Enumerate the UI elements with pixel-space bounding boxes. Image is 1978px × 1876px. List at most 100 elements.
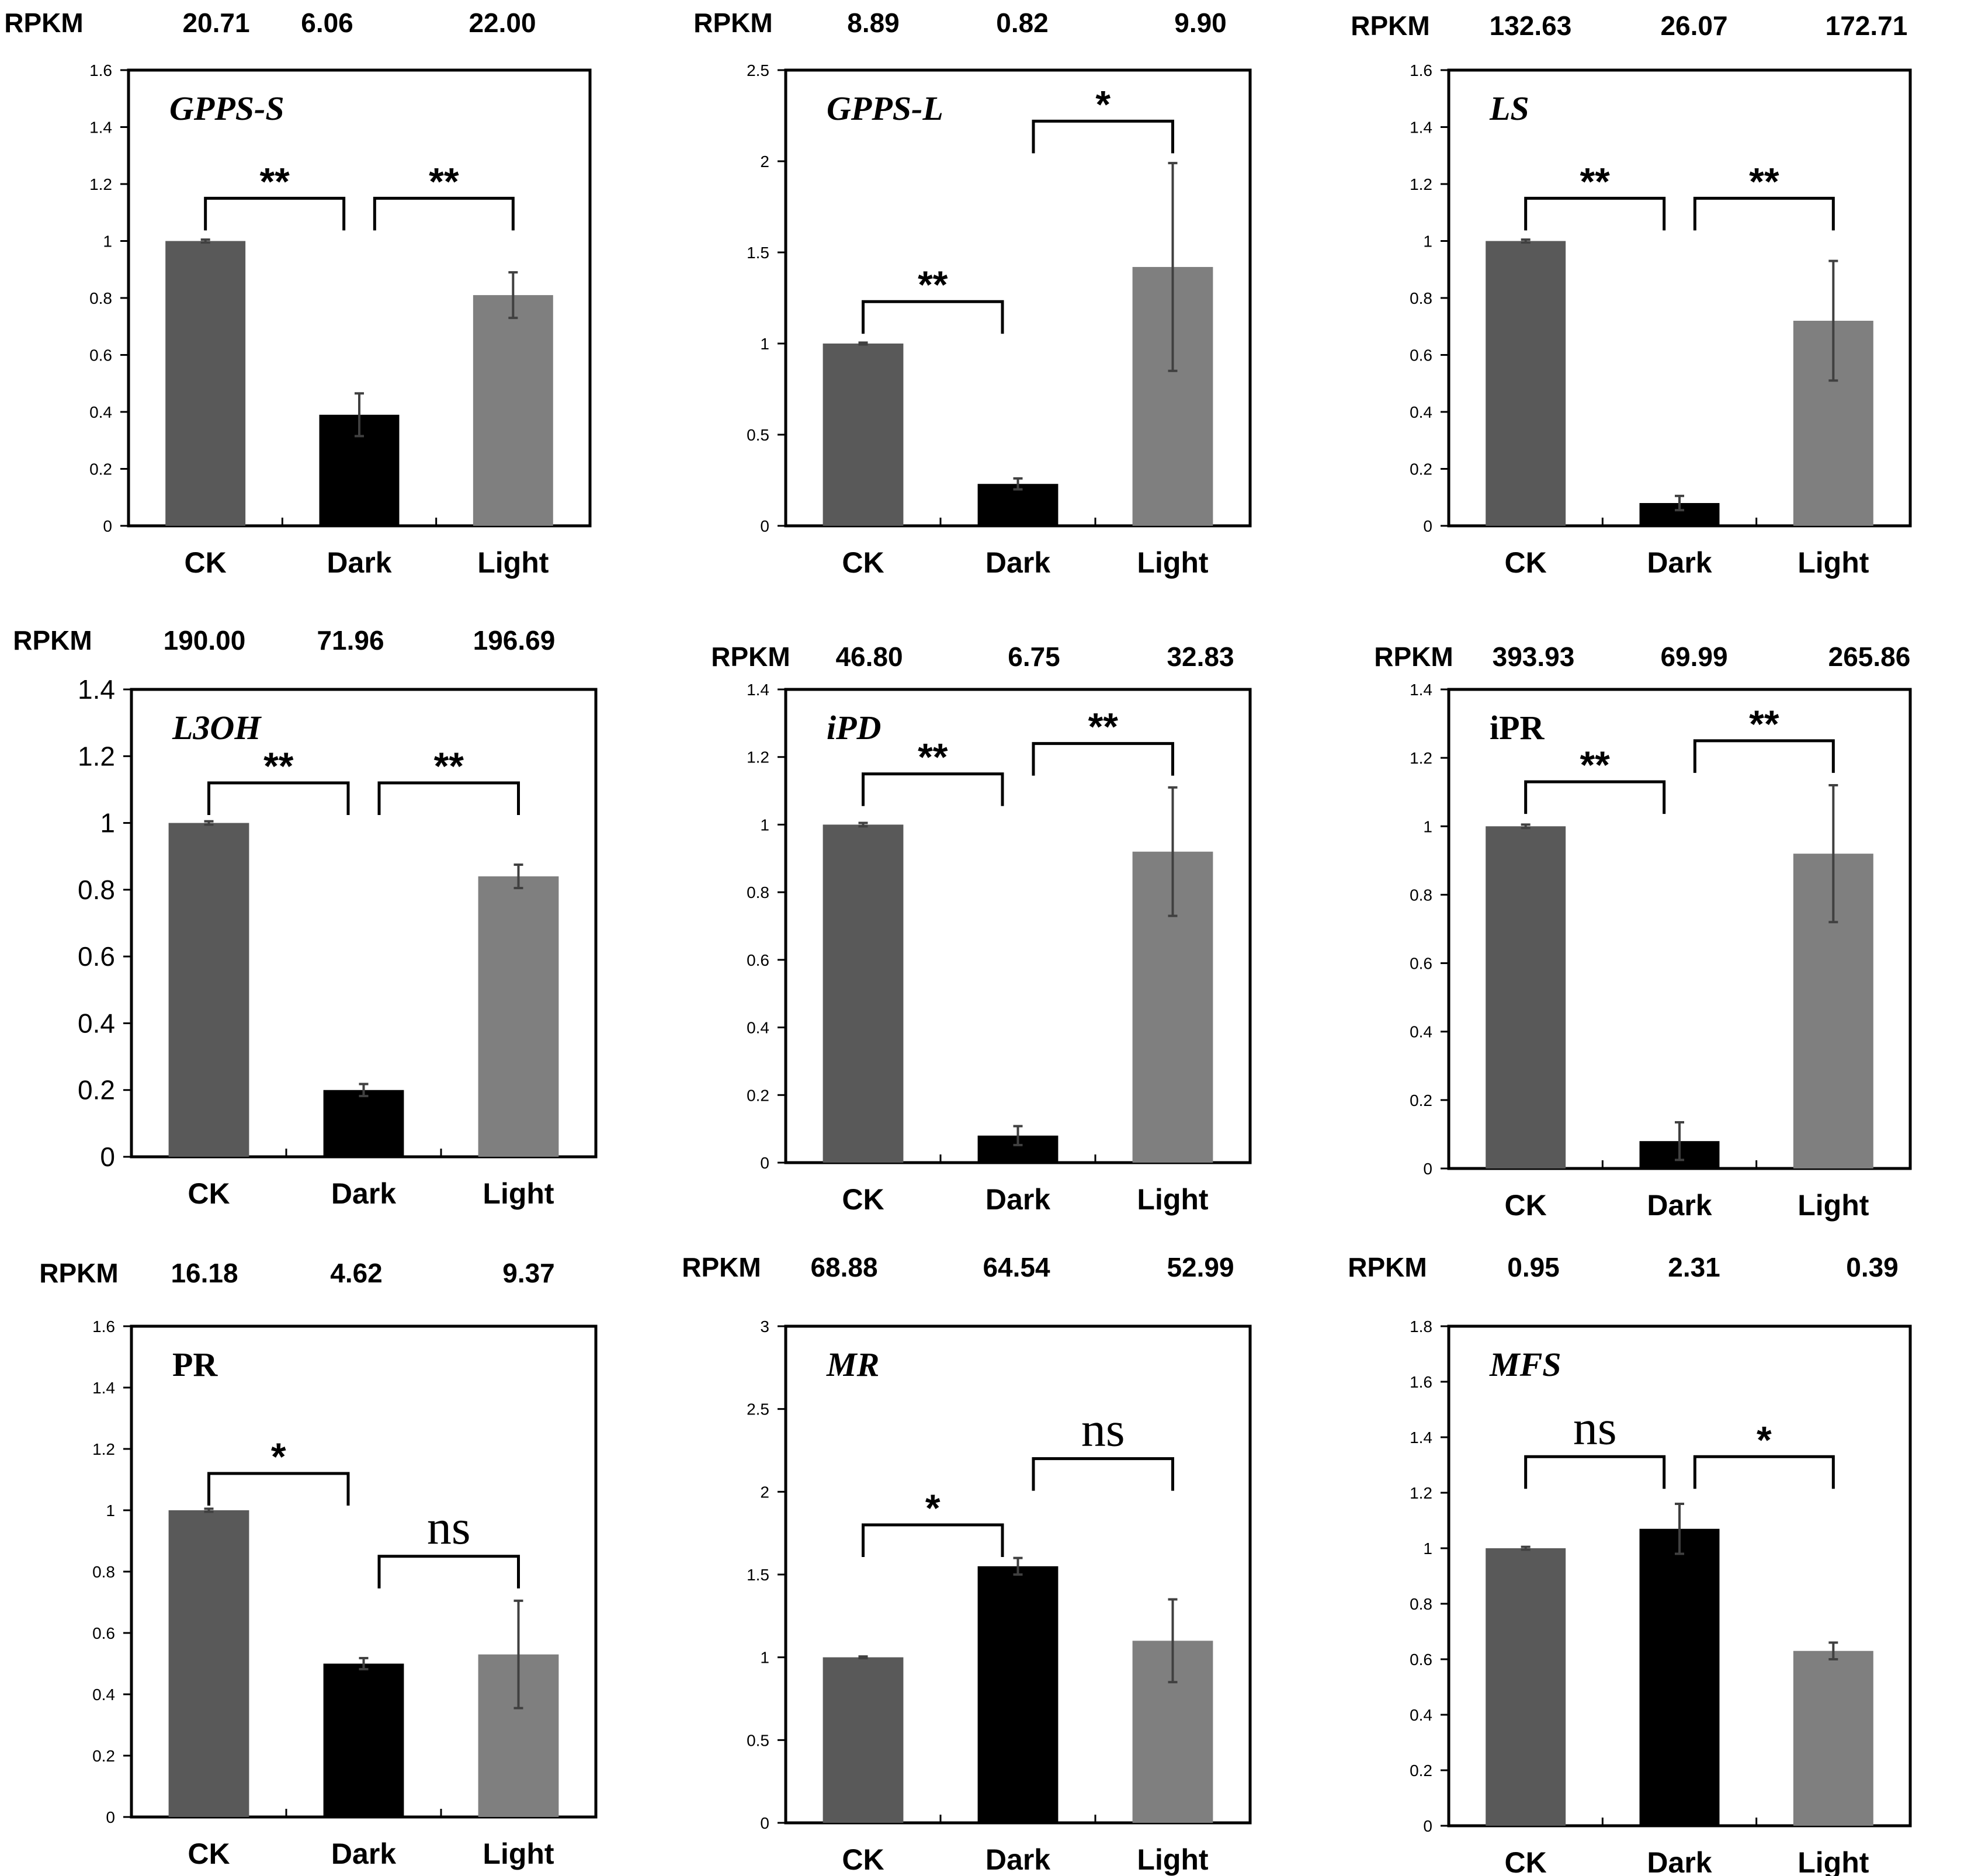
significance-label: * [271,1435,286,1478]
y-tick-label: 1.4 [89,119,112,137]
significance-label: ** [1580,159,1610,203]
significance-label: ** [1749,159,1779,203]
y-tick-label: 1.5 [747,1566,769,1584]
chart-panel-gpps-l: RPKM 8.89 0.82 9.90 0 0.5 1 1.5 2 2.5 CK Dark Light G… [693,8,1252,579]
gene-name: GPPS-L [827,89,943,127]
rpkm-value-light: 0.39 [1846,1252,1899,1282]
y-tick-label: 2.5 [747,61,769,79]
category-label-light: Light [1797,1846,1869,1876]
rpkm-value-dark: 4.62 [330,1258,383,1288]
rpkm-label: RPKM [1348,1252,1427,1282]
y-tick-label: 1.2 [1410,749,1432,767]
y-tick-label: 1.4 [92,1379,115,1397]
significance-bracket [1032,1457,1174,1491]
y-tick-label: 0.8 [1410,886,1432,904]
category-label-ck: CK [188,1177,230,1210]
rpkm-label: RPKM [711,641,790,672]
significance-bracket [1524,1455,1666,1489]
y-tick-label: 2 [760,152,769,171]
gene-name: MR [826,1346,879,1383]
y-tick-label: 1 [760,335,769,353]
y-tick-label: 0.4 [89,403,112,421]
significance-bracket [1032,119,1174,154]
rpkm-value-ck: 190.00 [164,625,246,656]
category-label-ck: CK [842,546,884,579]
bar-ck [823,824,904,1163]
chart-panel-mr: RPKM 68.88 64.54 52.99 0 0.5 1 1.5 2 2.5 3 CK Dark Li… [682,1252,1252,1876]
rpkm-value-light: 196.69 [473,625,556,656]
rpkm-value-light: 52.99 [1167,1252,1234,1282]
rpkm-label: RPKM [693,8,772,38]
y-tick-label: 0.6 [78,941,115,972]
rpkm-value-dark: 2.31 [1668,1252,1720,1282]
gene-name: L3OH [172,709,262,747]
category-label-dark: Dark [327,546,391,579]
category-label-dark: Dark [985,1183,1050,1216]
rpkm-value-ck: 8.89 [847,8,900,38]
bar-dark [977,484,1059,526]
significance-bracket [1032,742,1174,776]
significance-label: ** [1749,702,1779,745]
rpkm-value-light: 265.86 [1828,641,1911,672]
y-tick-label: 0 [760,1814,769,1832]
significance-bracket [1693,1455,1835,1489]
bar-dark [323,1663,404,1817]
y-tick-label: 0.8 [1410,289,1432,307]
y-tick-label: 1.6 [1410,61,1432,79]
y-tick-label: 0.4 [1410,403,1432,421]
y-tick-label: 0.4 [747,1019,769,1037]
y-tick-label: 1 [760,816,769,834]
y-tick-label: 0 [1423,517,1432,535]
gene-name: iPR [1490,709,1545,747]
y-tick-label: 0 [106,1808,115,1826]
y-tick-label: 0 [100,1142,115,1172]
category-label-light: Light [483,1837,554,1870]
significance-bracket [373,196,515,231]
category-label-light: Light [1137,546,1209,579]
y-tick-label: 0.6 [1410,346,1432,365]
y-tick-label: 0.2 [92,1747,115,1765]
category-label-ck: CK [1505,1846,1547,1876]
y-tick-label: 1.6 [89,61,112,79]
significance-label: * [1757,1418,1772,1461]
y-tick-label: 0.8 [1410,1595,1432,1613]
category-label-dark: Dark [1647,1189,1712,1222]
gene-name: iPD [827,709,881,747]
rpkm-value-dark: 0.82 [996,8,1049,38]
y-tick-label: 1 [100,808,115,838]
rpkm-value-light: 9.37 [502,1258,555,1288]
y-tick-label: 0.6 [92,1624,115,1642]
rpkm-label: RPKM [39,1258,118,1288]
significance-label: ns [1081,1403,1125,1457]
rpkm-value-dark: 69.99 [1660,641,1727,672]
category-label-dark: Dark [331,1177,396,1210]
y-tick-label: 1.4 [1410,1428,1432,1447]
category-label-dark: Dark [985,1843,1050,1876]
significance-bracket [377,1555,520,1589]
category-label-ck: CK [842,1183,884,1216]
y-tick-label: 1.2 [747,748,769,767]
category-label-light: Light [483,1177,554,1210]
y-tick-label: 1.6 [1410,1373,1432,1391]
y-tick-label: 0.2 [747,1086,769,1104]
rpkm-value-ck: 0.95 [1507,1252,1560,1282]
y-tick-label: 0.6 [89,346,112,365]
bar-ck [168,1510,249,1817]
rpkm-value-ck: 46.80 [835,641,903,672]
y-tick-label: 0.4 [92,1686,115,1704]
gene-name: PR [172,1346,218,1383]
bar-ck [168,823,249,1157]
bar-dark [323,1090,404,1157]
significance-label: ** [1580,743,1610,786]
significance-bracket [1524,196,1666,231]
y-tick-label: 0.5 [747,426,769,444]
chart-panel-l3oh: RPKM 190.00 71.96 196.69 0 0.2 0.4 0.6 0.8 1 1.2 1.… [13,625,598,1210]
rpkm-value-dark: 26.07 [1660,11,1727,41]
y-tick-label: 0.4 [1410,1706,1432,1724]
significance-label: * [1095,82,1111,126]
y-tick-label: 0.6 [1410,1650,1432,1669]
significance-bracket [1693,739,1835,773]
category-label-ck: CK [185,546,227,579]
category-label-dark: Dark [985,546,1050,579]
y-tick-label: 0.8 [747,883,769,901]
